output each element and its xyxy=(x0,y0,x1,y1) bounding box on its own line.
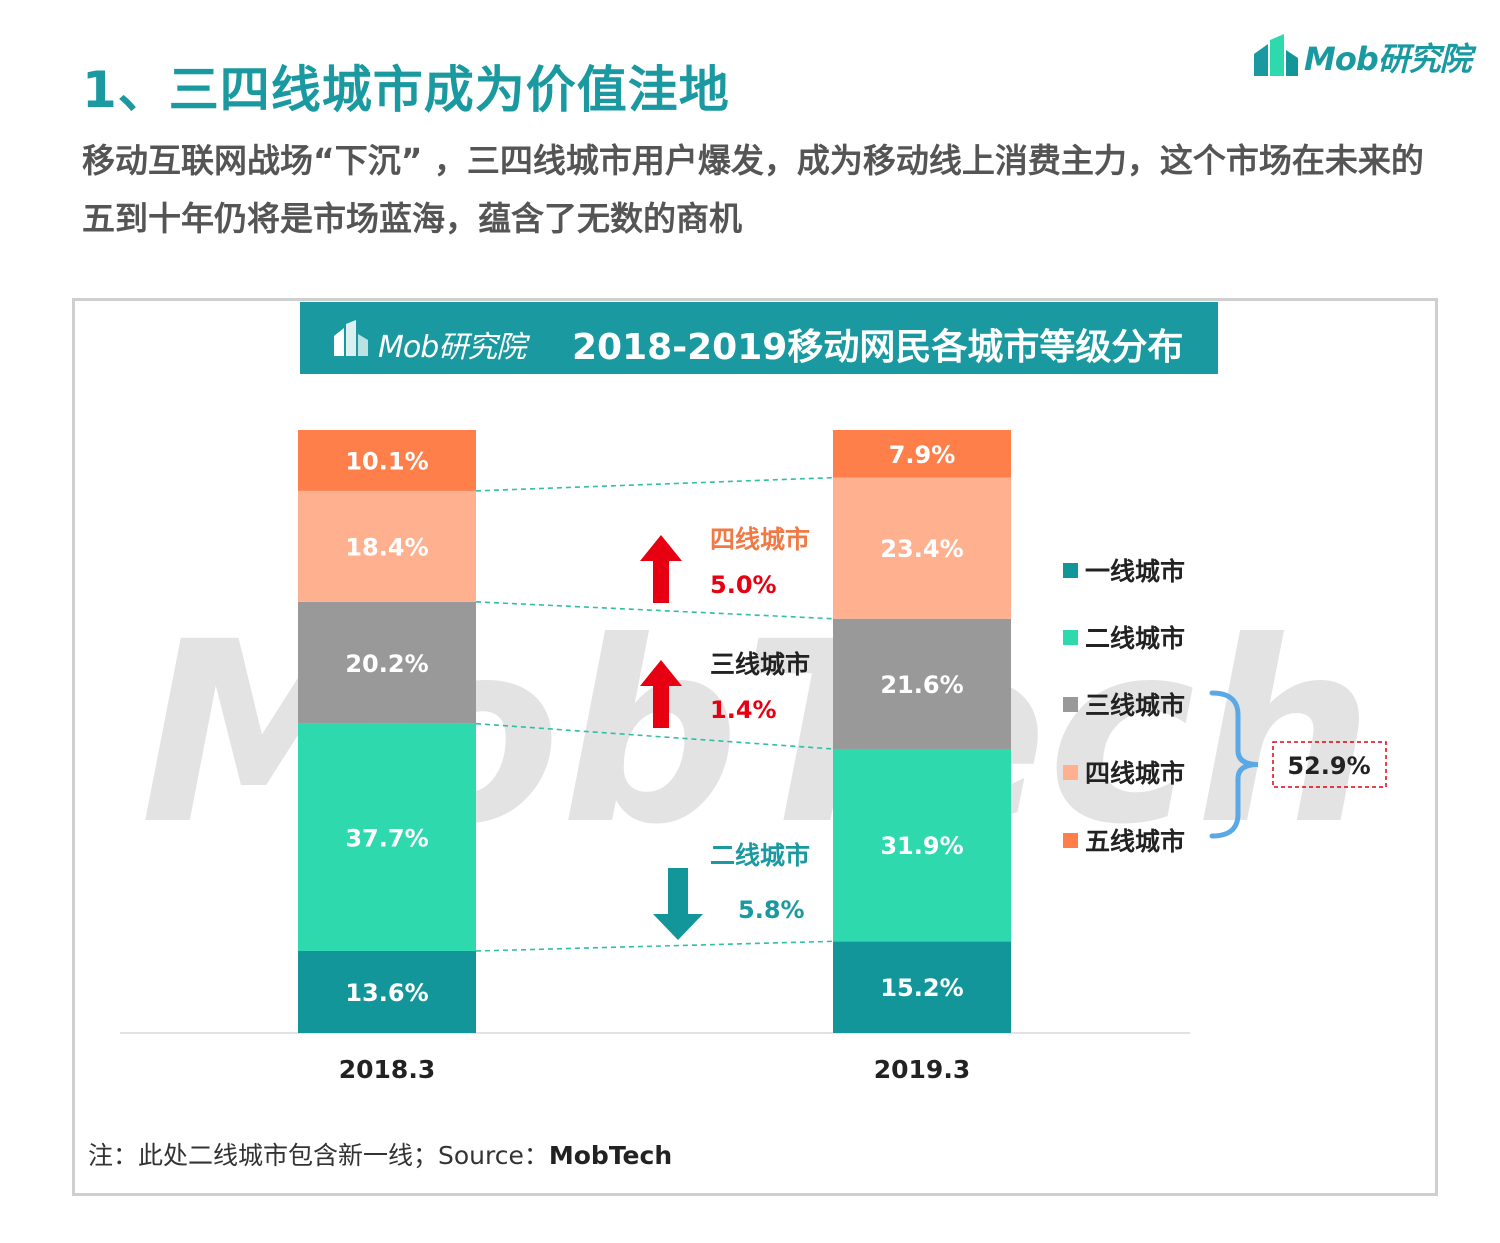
data-label: 20.2% xyxy=(345,650,428,678)
x-tick-label: 2019.3 xyxy=(874,1055,970,1084)
x-tick-label: 2018.3 xyxy=(339,1055,435,1084)
annotation-change: 5.8% xyxy=(738,896,805,924)
bar-segment xyxy=(833,748,1011,942)
building-logo-icon xyxy=(334,320,368,356)
footnote: 注：此处二线城市包含新一线；Source：MobTech xyxy=(88,1136,672,1172)
bar-segment xyxy=(298,601,476,724)
legend-swatch xyxy=(1063,765,1078,780)
chart-header-brand: Mob研究院 xyxy=(378,330,526,365)
chart-title: 2018-2019移动网民各城市等级分布 xyxy=(572,327,1184,368)
legend-label: 二线城市 xyxy=(1085,624,1185,653)
chart-frame xyxy=(72,298,1438,1196)
building-logo-icon xyxy=(1254,34,1298,76)
legend-label: 三线城市 xyxy=(1085,691,1185,720)
legend-swatch xyxy=(1063,833,1078,848)
footnote-note: 注：此处二线城市包含新一线；Source： xyxy=(88,1141,549,1170)
bar-segment xyxy=(298,490,476,602)
bar-segment xyxy=(833,477,1011,619)
legend-swatch xyxy=(1063,563,1078,578)
group-bracket xyxy=(1209,690,1259,839)
annotation-change: 5.0% xyxy=(710,571,777,599)
legend-label: 四线城市 xyxy=(1085,759,1185,788)
bar-segment xyxy=(833,430,1011,478)
data-label: 18.4% xyxy=(345,533,428,561)
data-label: 13.6% xyxy=(345,979,428,1007)
data-label: 31.9% xyxy=(880,832,963,860)
page-subtitle: 移动互联网战场“下沉” ，三四线城市用户爆发，成为移动线上消费主力，这个市场在未… xyxy=(82,141,1424,238)
bar-segment xyxy=(298,950,476,1033)
data-label: 10.1% xyxy=(345,447,428,475)
data-label: 37.7% xyxy=(345,824,428,852)
connector-line xyxy=(475,940,834,952)
connector-line xyxy=(475,476,834,492)
annotation-city: 二线城市 xyxy=(710,841,810,870)
legend-label: 五线城市 xyxy=(1085,827,1185,856)
footnote-source: MobTech xyxy=(548,1141,673,1170)
total-label: 52.9% xyxy=(1287,752,1370,780)
annotation-city: 三线城市 xyxy=(710,650,810,679)
data-label: 7.9% xyxy=(889,441,956,469)
legend-label: 一线城市 xyxy=(1085,557,1185,586)
data-label: 23.4% xyxy=(880,535,963,563)
connector-line xyxy=(475,722,834,750)
brand-logo: Mob研究院 xyxy=(1252,32,1482,82)
arrow-up-icon xyxy=(640,660,682,728)
connector-line xyxy=(475,601,834,620)
data-label: 15.2% xyxy=(880,974,963,1002)
legend-swatch xyxy=(1063,630,1078,645)
annotation-change: 1.4% xyxy=(710,696,777,724)
brand-name: Mob研究院 xyxy=(1304,40,1472,78)
data-label: 21.6% xyxy=(880,671,963,699)
annotation-city: 四线城市 xyxy=(710,525,810,554)
arrow-down-icon xyxy=(653,868,703,940)
legend-swatch xyxy=(1063,697,1078,712)
total-box xyxy=(1272,741,1387,788)
bar-segment xyxy=(298,430,476,491)
bar-segment xyxy=(298,723,476,951)
bar-segment xyxy=(833,618,1011,749)
arrow-up-icon xyxy=(640,535,682,603)
bar-segment xyxy=(833,941,1011,1033)
chart-header-banner: Mob研究院 2018-2019移动网民各城市等级分布 xyxy=(300,302,1218,374)
page-title: 1、三四线城市成为价值洼地 xyxy=(82,61,730,119)
